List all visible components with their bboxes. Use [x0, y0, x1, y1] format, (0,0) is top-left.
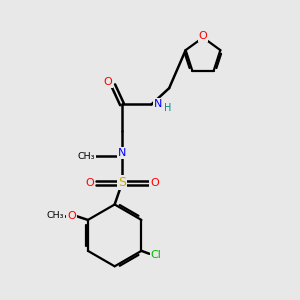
Text: CH₃: CH₃	[47, 211, 64, 220]
Text: Cl: Cl	[151, 250, 162, 260]
Text: CH₃: CH₃	[77, 152, 95, 161]
Text: O: O	[85, 178, 94, 188]
Text: O: O	[103, 77, 112, 87]
Text: O: O	[67, 211, 76, 220]
Text: N: N	[154, 99, 162, 110]
Text: N: N	[118, 148, 126, 158]
Text: S: S	[118, 176, 126, 190]
Text: H: H	[164, 103, 171, 113]
Text: O: O	[199, 31, 207, 41]
Text: O: O	[150, 178, 159, 188]
